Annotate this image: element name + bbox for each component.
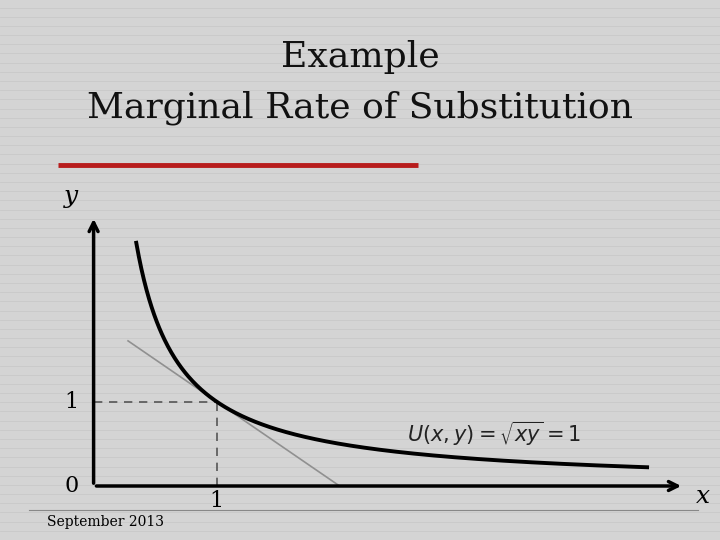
Text: Example: Example (281, 40, 439, 73)
Text: 0: 0 (64, 475, 78, 497)
Text: Marginal Rate of Substitution: Marginal Rate of Substitution (87, 91, 633, 125)
Text: y: y (64, 185, 78, 208)
Text: $\mathit{U}(\mathit{x},\mathit{y})=\sqrt{\mathit{xy}}=1$: $\mathit{U}(\mathit{x},\mathit{y})=\sqrt… (408, 420, 581, 448)
Text: 1: 1 (64, 390, 78, 413)
Text: 1: 1 (210, 490, 224, 512)
Text: September 2013: September 2013 (47, 515, 164, 529)
Text: x: x (696, 484, 710, 508)
